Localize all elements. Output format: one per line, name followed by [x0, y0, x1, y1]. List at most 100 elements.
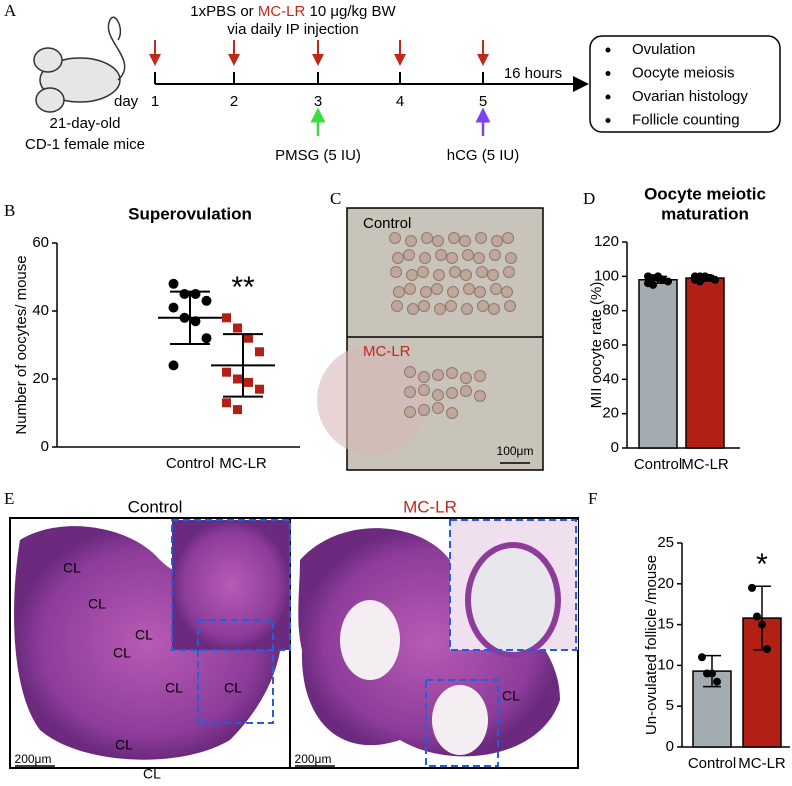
y-tick-label: 80	[602, 302, 619, 319]
bullet	[605, 94, 611, 100]
endpoint: Ovarian histology	[632, 88, 748, 105]
x-tick-label: Control	[166, 455, 214, 472]
oocyte	[419, 252, 431, 264]
oocyte	[418, 384, 430, 396]
endpoint-box	[589, 35, 781, 133]
oocyte	[404, 366, 416, 378]
data-point	[233, 323, 242, 333]
panel-label: A	[4, 1, 17, 20]
endpoint: Oocyte meiosis	[632, 64, 735, 81]
data-point	[222, 313, 231, 323]
x-tick-label: MC-LR	[681, 456, 729, 473]
oocyte	[448, 232, 460, 244]
data-point	[696, 277, 704, 286]
route: via daily IP injection	[227, 21, 358, 38]
oocyte	[505, 252, 517, 264]
data-point	[168, 302, 179, 313]
chart-title: Superovulation	[128, 204, 252, 223]
oocyte	[447, 286, 459, 298]
chart-title: Oocyte meiotic	[644, 184, 766, 203]
oocyte	[474, 370, 486, 382]
oocyte	[418, 300, 430, 312]
image-label: MC-LR	[363, 343, 411, 360]
data-point	[758, 620, 766, 629]
oocyte	[460, 269, 472, 281]
treatment-prefix: 1xPBS or	[190, 3, 253, 20]
debris	[317, 345, 427, 455]
oocyte	[404, 406, 416, 418]
image-title: Control	[128, 497, 183, 516]
day-word: day	[114, 93, 139, 110]
day-label: 5	[479, 93, 487, 110]
follicle	[465, 542, 561, 658]
y-tick-label: 5	[666, 697, 674, 714]
oocyte	[418, 371, 430, 383]
oocyte	[391, 300, 403, 312]
cl-label: CL	[88, 596, 106, 612]
oocyte	[476, 266, 488, 278]
day-label: 1	[151, 93, 159, 110]
data-point	[201, 333, 212, 344]
oocyte	[405, 235, 417, 247]
panel-label: E	[4, 489, 14, 508]
oocyte	[446, 387, 458, 399]
y-tick-label: 60	[602, 336, 619, 353]
inset-frames	[171, 519, 577, 767]
data-point	[244, 377, 253, 387]
y-tick-label: 0	[666, 738, 674, 755]
treatment-toxin: MC-LR	[258, 3, 306, 20]
y-tick-label: 15	[657, 616, 674, 633]
oocyte	[446, 367, 458, 379]
follicle	[340, 600, 400, 680]
y-tick-label: 20	[657, 575, 674, 592]
data-point	[222, 367, 231, 377]
data-point	[664, 277, 672, 286]
y-tick-label: 0	[611, 439, 619, 456]
cl-label: CL	[115, 737, 133, 753]
data-point	[748, 583, 756, 592]
data-point	[190, 289, 201, 299]
oocyte	[406, 269, 418, 281]
oocyte	[502, 232, 514, 244]
oocyte	[420, 286, 432, 298]
oocyte	[477, 300, 489, 312]
oocyte	[389, 232, 401, 244]
oocyte	[393, 286, 405, 298]
inset	[172, 520, 290, 650]
y-tick-label: 120	[594, 233, 619, 250]
x-tick-label: MC-LR	[738, 755, 786, 772]
data-point	[168, 278, 179, 289]
oocyte	[435, 249, 447, 261]
chart-title: maturation	[661, 204, 749, 223]
oocyte	[390, 266, 402, 278]
oocyte	[463, 283, 475, 295]
y-tick-label: 60	[32, 234, 49, 251]
oocyte	[432, 369, 444, 381]
oocyte	[449, 266, 461, 278]
oocyte	[473, 252, 485, 264]
cl-label: CL	[224, 680, 242, 696]
oocyte	[501, 286, 513, 298]
data-point	[763, 645, 771, 654]
cl-label: CL	[502, 688, 520, 704]
panel-label: D	[583, 189, 595, 208]
data-point	[233, 405, 242, 415]
oocyte	[432, 389, 444, 401]
treatment-text: 1xPBS or MC-LR 10 μg/kg BW	[190, 3, 396, 20]
oocyte	[446, 252, 458, 264]
oocyte	[490, 283, 502, 295]
oocyte	[433, 269, 445, 281]
x-tick-label: Control	[688, 755, 736, 772]
oocyte	[434, 303, 446, 315]
x-tick-label: Control	[634, 456, 682, 473]
oocyte	[407, 303, 419, 315]
oocyte	[459, 235, 471, 247]
data-point	[649, 280, 657, 289]
bullet	[605, 118, 611, 123]
oocyte	[488, 303, 500, 315]
day-label: 4	[396, 93, 404, 110]
data-point	[708, 669, 716, 678]
ovary-section	[298, 528, 560, 757]
significance: *	[756, 548, 768, 581]
oocyte	[392, 252, 404, 264]
